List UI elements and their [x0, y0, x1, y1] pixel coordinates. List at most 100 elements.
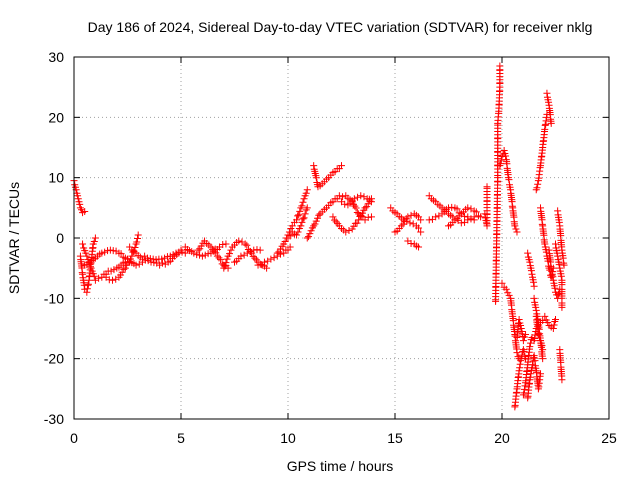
y-tick-label: 30: [48, 49, 64, 65]
data-point: [307, 227, 315, 235]
data-point: [544, 318, 552, 326]
data-point: [402, 215, 410, 223]
data-point: [502, 285, 510, 293]
data-point: [448, 203, 456, 211]
data-point: [472, 208, 480, 216]
data-point: [533, 184, 541, 192]
data-point: [524, 249, 532, 257]
data-point: [497, 156, 505, 164]
data-point: [87, 264, 95, 272]
x-tick-label: 20: [494, 430, 510, 446]
data-point: [74, 192, 82, 200]
x-tick-label: 5: [177, 430, 185, 446]
data-point: [243, 241, 251, 249]
data-point: [552, 315, 559, 323]
data-point: [83, 288, 91, 296]
data-point: [453, 205, 461, 213]
data-point: [125, 258, 133, 266]
data-point: [329, 213, 337, 221]
data-point: [547, 119, 555, 127]
x-tick-label: 0: [70, 430, 78, 446]
data-point: [505, 176, 513, 184]
data-point: [477, 213, 485, 221]
data-point: [367, 198, 375, 206]
data-point: [310, 162, 318, 170]
data-point: [397, 222, 405, 230]
data-point: [95, 274, 103, 282]
data-point: [512, 225, 520, 233]
data-point: [350, 195, 358, 203]
data-point: [352, 204, 360, 212]
data-point: [332, 218, 340, 226]
data-point: [82, 249, 90, 257]
data-point: [152, 256, 160, 264]
data-point: [286, 232, 294, 240]
data-point: [516, 360, 524, 368]
data-point: [353, 219, 361, 227]
data-point: [516, 364, 524, 372]
data-point: [294, 228, 302, 236]
data-point: [83, 285, 91, 293]
data-point: [314, 214, 322, 222]
data-point: [117, 250, 125, 258]
data-point: [178, 248, 186, 256]
data-point: [550, 321, 558, 329]
data-point: [302, 189, 310, 197]
data-point: [84, 281, 92, 289]
data-point: [358, 209, 366, 217]
y-tick-label: -20: [44, 351, 64, 367]
data-point: [133, 238, 141, 246]
data-point: [215, 254, 223, 262]
data-point: [502, 152, 510, 160]
data-point: [198, 252, 206, 260]
data-point: [301, 210, 309, 218]
data-point: [528, 361, 536, 369]
data-point: [338, 162, 345, 170]
data-point: [161, 254, 169, 262]
data-point: [517, 321, 525, 329]
data-point: [527, 267, 535, 275]
data-point: [134, 231, 142, 239]
data-point: [210, 247, 218, 255]
data-layer: [70, 62, 568, 411]
data-point: [552, 240, 559, 248]
data-point: [464, 204, 472, 212]
data-point: [425, 216, 433, 224]
data-point: [541, 240, 549, 248]
data-point: [357, 192, 365, 200]
data-point: [532, 306, 540, 314]
data-point: [166, 252, 174, 260]
data-point: [521, 382, 529, 390]
data-point: [241, 240, 249, 248]
data-point: [335, 192, 343, 200]
data-point: [357, 212, 365, 220]
data-point: [549, 276, 557, 284]
data-point: [417, 228, 425, 236]
data-point: [132, 261, 140, 269]
data-point: [532, 303, 540, 311]
data-point: [286, 243, 294, 251]
data-point: [415, 224, 423, 232]
data-point: [90, 272, 98, 280]
data-point: [213, 252, 221, 260]
data-point: [341, 200, 349, 208]
data-point: [354, 193, 362, 201]
data-point: [406, 219, 414, 227]
data-point: [511, 222, 519, 230]
x-tick-label: 15: [387, 430, 403, 446]
data-point: [222, 259, 230, 267]
data-point: [109, 276, 117, 284]
data-point: [513, 349, 521, 357]
data-point: [515, 367, 523, 375]
data-point: [537, 370, 545, 378]
data-point: [243, 249, 251, 257]
data-point: [361, 204, 369, 212]
data-point: [496, 62, 504, 70]
data-point: [556, 264, 564, 272]
data-point: [74, 195, 82, 203]
data-point: [517, 325, 525, 332]
data-point: [250, 246, 258, 254]
data-point: [235, 237, 243, 245]
